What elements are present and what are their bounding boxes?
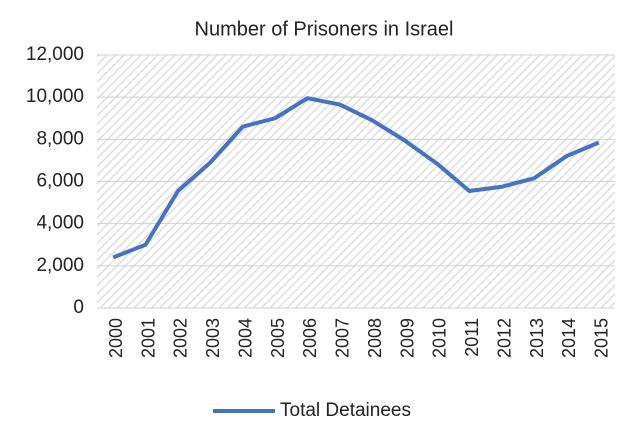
y-tick-label: 4,000	[36, 213, 84, 234]
x-tick-label: 2014	[559, 318, 579, 358]
y-tick-label: 10,000	[26, 86, 84, 107]
y-tick-label: 6,000	[36, 171, 84, 192]
y-tick-label: 0	[73, 297, 84, 318]
x-tick-label: 2012	[494, 318, 514, 358]
x-tick-label: 2000	[106, 318, 126, 358]
y-tick-label: 2,000	[36, 255, 84, 276]
x-tick-label: 2010	[430, 318, 450, 358]
x-tick-label: 2015	[592, 318, 612, 358]
x-tick-label: 2013	[527, 318, 547, 358]
y-tick-label: 8,000	[36, 128, 84, 149]
chart-title: Number of Prisoners in Israel	[195, 18, 454, 40]
x-tick-label: 2006	[300, 318, 320, 358]
x-tick-label: 2001	[138, 318, 158, 358]
x-tick-label: 2007	[333, 318, 353, 358]
line	[112, 96, 600, 260]
x-tick-label: 2008	[365, 318, 385, 358]
x-tick-label: 2005	[268, 318, 288, 358]
x-tick-label: 2002	[171, 318, 191, 358]
y-tick-label: 12,000	[26, 44, 84, 65]
x-tick-label: 2003	[203, 318, 223, 358]
legend-label: Total Detainees	[280, 400, 411, 421]
x-tick-label: 2011	[462, 318, 482, 357]
x-tick-label: 2004	[235, 318, 255, 358]
x-tick-label: 2009	[397, 318, 417, 358]
